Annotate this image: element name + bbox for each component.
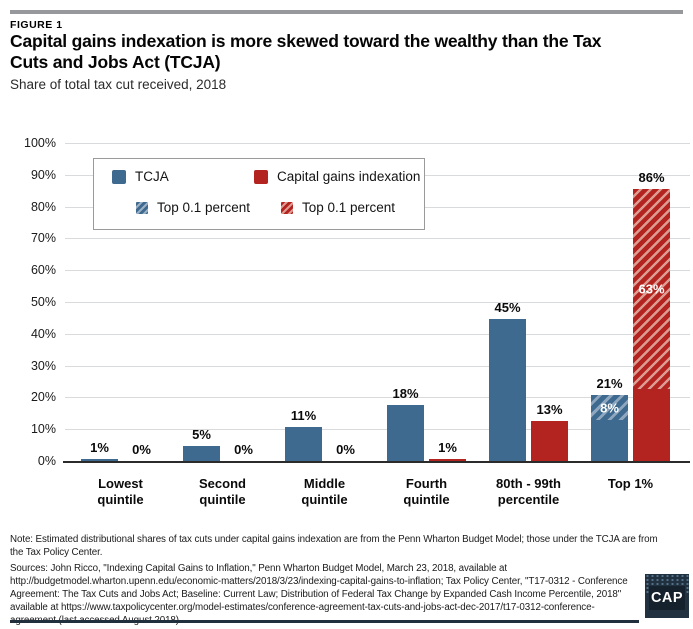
bar-tcja-middle-quintile (285, 427, 322, 462)
bar-capital-gains-indexation-fourth-quintile (429, 459, 466, 462)
bar-group-second-quintile: 5% 0% (183, 144, 262, 462)
bar-chart: 1% 0% 5% 0% 11% 0% 18% 1% 45% 13% 8% 21% 63% 86% TCJA… (24, 136, 690, 508)
chart-title: Capital gains indexation is more skewed … (10, 31, 602, 73)
value-label-capital-gains-indexation-lowest-quintile: 0% (132, 442, 151, 457)
value-label-capital-gains-indexation-middle-quintile: 0% (336, 442, 355, 457)
y-tick-0%: 0% (37, 454, 56, 468)
category-label-line: 80th - 99th (495, 476, 561, 491)
y-tick-60%: 60% (30, 263, 56, 277)
y-tick-100%: 100% (24, 136, 56, 150)
category-label-line: Middle (303, 476, 346, 491)
category-label-line: Fourth (405, 476, 448, 491)
legend-item-top01-indexation: Top 0.1 percent (281, 200, 395, 215)
bottom-rule (10, 620, 639, 623)
y-tick-30%: 30% (30, 359, 56, 373)
y-tick-50%: 50% (30, 295, 56, 309)
y-tick-10%: 10% (30, 422, 56, 436)
bar-group-top-1: 8% 21% 63% 86% (591, 144, 670, 462)
cap-logo: CAP (645, 574, 689, 618)
category-label-80th-99th-percentile: 80th - 99th percentile (477, 476, 580, 508)
bar-tcja-top-1: 8% (591, 395, 628, 462)
legend-label: Top 0.1 percent (302, 200, 396, 215)
category-label-second-quintile: Second quintile (171, 476, 274, 508)
cap-logo-text: CAP (649, 586, 685, 610)
gridline-30% (65, 366, 690, 367)
gridline-20% (65, 397, 690, 398)
bar-tcja-fourth-quintile (387, 405, 424, 462)
bar-group-fourth-quintile: 18% 1% (387, 144, 466, 462)
note-text: Note: Estimated distributional shares of… (10, 534, 658, 559)
value-label-tcja-second-quintile: 5% (192, 427, 211, 442)
category-label-line: quintile (97, 491, 144, 507)
category-label-line: quintile (199, 491, 246, 507)
value-label-capital-gains-indexation-top-1: 86% (638, 170, 665, 185)
value-label-tcja-80th-99th-percentile: 45% (494, 300, 521, 315)
legend-item-tcja: TCJA (112, 169, 169, 184)
category-label-line: Top 1% (607, 476, 654, 491)
value-label-capital-gains-indexation-fourth-quintile: 1% (438, 440, 457, 455)
legend-item-indexation: Capital gains indexation (254, 169, 420, 184)
category-label-lowest-quintile: Lowest quintile (69, 476, 172, 508)
gridline-10% (65, 429, 690, 430)
y-tick-70%: 70% (30, 231, 56, 245)
category-label-top-1: Top 1% (579, 476, 682, 492)
gridline-100% (65, 143, 690, 144)
category-label-middle-quintile: Middle quintile (273, 476, 376, 508)
chart-subtitle: Share of total tax cut received, 2018 (10, 77, 227, 92)
category-label-line: percentile (497, 491, 560, 507)
tcja-swatch (112, 169, 126, 184)
sources-text: Sources: John Ricco, "Indexing Capital G… (10, 563, 628, 626)
bar-tcja-second-quintile (183, 446, 220, 462)
gridline-60% (65, 270, 690, 271)
hatch-value-label: 8% (600, 400, 619, 415)
indexation-swatch (254, 169, 268, 184)
gridline-70% (65, 238, 690, 239)
hatch-value-label: 63% (638, 281, 665, 297)
category-label-line: Lowest (98, 476, 143, 491)
category-label-line: quintile (301, 491, 348, 507)
value-label-tcja-top-1: 21% (596, 376, 623, 391)
bar-tcja-lowest-quintile (81, 459, 118, 462)
gridline-50% (65, 302, 690, 303)
gridline-40% (65, 334, 690, 335)
tcja-top01-hatch-swatch (136, 201, 148, 214)
figure-label: FIGURE 1 (10, 19, 63, 31)
category-label-line: Second (199, 476, 246, 491)
value-label-tcja-middle-quintile: 11% (290, 408, 317, 423)
y-tick-90%: 90% (30, 168, 56, 182)
legend-label: Top 0.1 percent (157, 200, 251, 215)
legend-item-top01-tcja: Top 0.1 percent (136, 200, 250, 215)
bar-capital-gains-indexation-top-1: 63% (633, 189, 670, 462)
hatch-top01-capital-gains-indexation-top-1: 63% (633, 189, 670, 389)
bar-capital-gains-indexation-80th-99th-percentile (531, 421, 568, 462)
y-tick-80%: 80% (30, 200, 56, 214)
value-label-capital-gains-indexation-second-quintile: 0% (234, 442, 253, 457)
category-label-fourth-quintile: Fourth quintile (375, 476, 478, 508)
top-rule (10, 10, 683, 14)
hatch-top01-tcja-top-1: 8% (591, 395, 628, 420)
category-label-line: quintile (403, 491, 450, 507)
indexation-top01-hatch-swatch (281, 201, 293, 214)
legend-label: Capital gains indexation (277, 169, 421, 184)
bar-tcja-80th-99th-percentile (489, 319, 526, 462)
y-tick-40%: 40% (30, 327, 56, 341)
bar-group-80th-99th-percentile: 45% 13% (489, 144, 568, 462)
x-axis-line (63, 461, 690, 463)
y-tick-20%: 20% (30, 390, 56, 404)
value-label-tcja-lowest-quintile: 1% (90, 440, 109, 455)
chart-legend: TCJA Capital gains indexation Top 0.1 pe… (93, 158, 425, 230)
legend-label: TCJA (135, 169, 169, 184)
value-label-capital-gains-indexation-80th-99th-percentile: 13% (536, 402, 563, 417)
value-label-tcja-fourth-quintile: 18% (392, 386, 419, 401)
